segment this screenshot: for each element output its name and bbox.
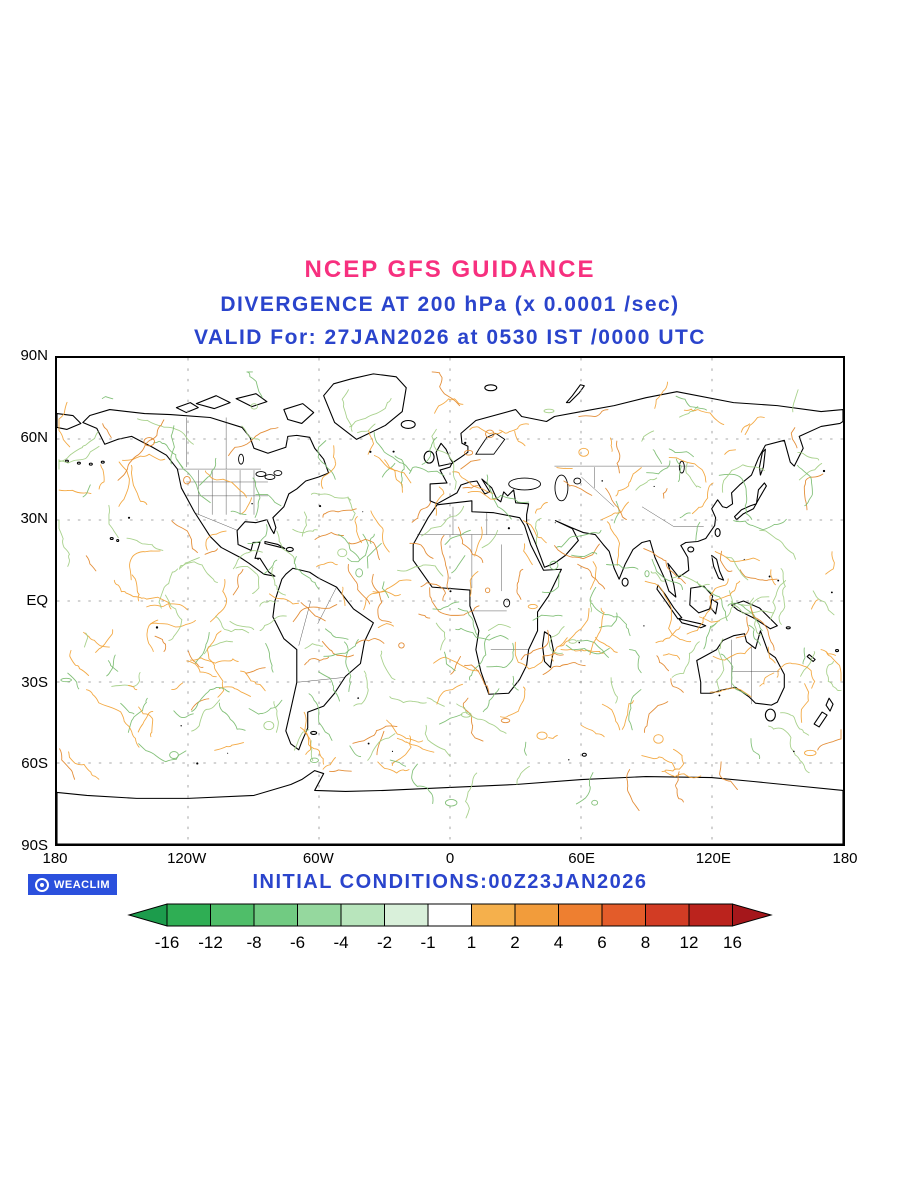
colorbar-cell-9: [559, 904, 603, 926]
y-tick-30N: 30N: [0, 510, 48, 527]
x-tick-2-60W: 60W: [303, 850, 334, 867]
initial-conditions-label: INITIAL CONDITIONS:00Z23JAN2026: [0, 871, 900, 894]
colorbar-cell-11: [646, 904, 690, 926]
coast-svalbard: [485, 385, 497, 391]
colorbar-cell-1: [211, 904, 255, 926]
colorbar-cell-6: [428, 904, 472, 926]
coast-baffin: [284, 404, 314, 424]
lake-winnipeg: [239, 454, 244, 464]
colorbar-label--1: -1: [420, 933, 435, 952]
y-tick-30S: 30S: [0, 674, 48, 691]
colorbar-cell-8: [515, 904, 559, 926]
aral-sea: [574, 478, 581, 484]
colorbar-cell-12: [689, 904, 733, 926]
chart-title: NCEP GFS GUIDANCE: [0, 256, 900, 284]
x-axis-labels: 180120W60W060E120E180: [55, 850, 845, 870]
coast-tasmania: [765, 709, 775, 721]
colorbar-label-6: 6: [597, 933, 606, 952]
gfs-divergence-chart-page: NCEP GFS GUIDANCE DIVERGENCE AT 200 hPa …: [0, 0, 900, 1200]
coast-ireland: [424, 451, 434, 463]
y-axis-labels: 90N60N30NEQ30S60S90S: [0, 356, 50, 846]
colorbar-label--12: -12: [198, 933, 223, 952]
coast-philippines: [712, 555, 724, 580]
coast-iceland: [401, 420, 415, 428]
coast-arctic-island-3: [176, 403, 198, 413]
coast-arctic-island-1: [196, 396, 230, 409]
caspian-sea: [555, 475, 568, 501]
coast-novaya-zemlya: [566, 385, 584, 403]
x-tick-4-60E: 60E: [568, 850, 595, 867]
colorbar-label--6: -6: [290, 933, 305, 952]
colorbar-cell-4: [341, 904, 385, 926]
colorbar-label--4: -4: [333, 933, 348, 952]
coast-hispaniola: [286, 547, 293, 551]
x-tick-1-120W: 120W: [167, 850, 206, 867]
colorbar-label-12: 12: [680, 933, 699, 952]
coast-kerguelen-speck: [582, 753, 586, 756]
chart-subtitle: DIVERGENCE AT 200 hPa (x 0.0001 /sec): [0, 293, 900, 317]
world-map: [57, 358, 843, 844]
x-tick-3-0: 0: [446, 850, 454, 867]
colorbar-cell-0: [167, 904, 211, 926]
colorbar-left-arrow: [129, 904, 167, 926]
coast-aleutians-speck: [101, 461, 104, 463]
colorbar-label--16: -16: [155, 933, 180, 952]
coast-hawaii-speck: [110, 538, 113, 540]
y-tick-60N: 60N: [0, 429, 48, 446]
coast-sri-lanka: [622, 578, 628, 586]
coast-aleutians-speck: [77, 462, 80, 464]
chart-valid-line: VALID For: 27JAN2026 at 0530 IST /0000 U…: [0, 326, 900, 350]
coast-solomons-speck: [786, 627, 790, 629]
colorbar-label-16: 16: [723, 933, 742, 952]
lake-erie-ontario: [274, 471, 282, 476]
colorbar-legend: -16-12-8-6-4-2-1124681216: [126, 898, 774, 960]
coast-chukotka-wrap: [57, 414, 81, 430]
colorbar-label-8: 8: [641, 933, 650, 952]
colorbar-cell-10: [602, 904, 646, 926]
black-sea: [509, 478, 541, 490]
coast-borneo: [690, 586, 713, 613]
colorbar-label-2: 2: [510, 933, 519, 952]
y-tick-90S: 90S: [0, 837, 48, 854]
coast-taiwan: [715, 529, 720, 537]
coast-fiji-speck: [836, 650, 839, 652]
colorbar-label-4: 4: [554, 933, 563, 952]
lake-victoria: [504, 599, 510, 607]
x-tick-5-120E: 120E: [696, 850, 731, 867]
colorbar-cell-5: [385, 904, 429, 926]
coast-aleutians-speck: [89, 463, 92, 465]
colorbar-label--8: -8: [246, 933, 261, 952]
lake-superior: [256, 472, 266, 477]
coast-japan: [735, 483, 767, 520]
coast-falklands: [311, 731, 317, 734]
coast-hawaii-speck: [117, 540, 119, 542]
colorbar-cell-3: [298, 904, 342, 926]
coast-nz-south: [814, 712, 827, 727]
y-tick-60S: 60S: [0, 755, 48, 772]
coast-hainan: [688, 547, 694, 552]
coast-nz-north: [826, 698, 833, 711]
colorbar-right-arrow: [733, 904, 772, 926]
colorbar-cell-7: [472, 904, 516, 926]
coast-britain: [436, 443, 453, 466]
y-tick-EQ: EQ: [0, 592, 48, 609]
colorbar-label--2: -2: [377, 933, 392, 952]
coast-greenland: [324, 374, 407, 439]
colorbar-cell-2: [254, 904, 298, 926]
x-tick-0-180: 180: [42, 850, 67, 867]
map-frame: [55, 356, 845, 846]
colorbar-label-1: 1: [467, 933, 476, 952]
lake-michigan-huron: [265, 475, 275, 480]
x-tick-6-180: 180: [832, 850, 857, 867]
y-tick-90N: 90N: [0, 347, 48, 364]
